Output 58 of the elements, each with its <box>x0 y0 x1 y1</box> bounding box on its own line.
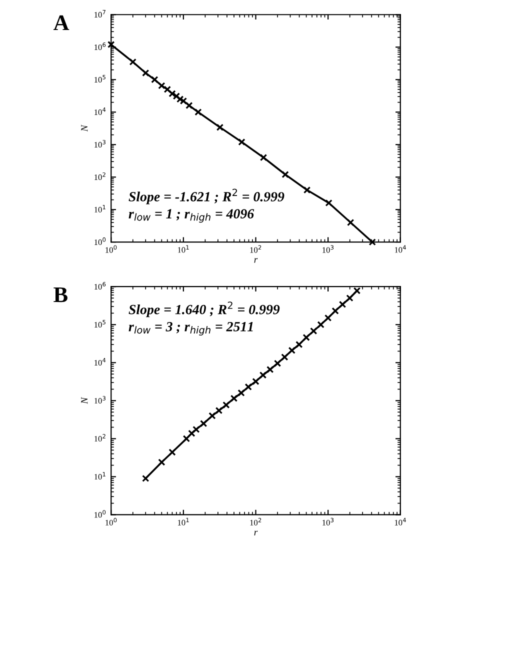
y-tick-label: 10$^{6}$ <box>94 282 106 290</box>
y-tick-label: 10$^{6}$ <box>94 42 106 50</box>
point <box>274 360 282 367</box>
x-tick-label: 10$^{4}$ <box>394 518 406 526</box>
x-tick-label: 10$^{0}$ <box>106 245 117 253</box>
point <box>244 383 252 391</box>
y-tick-label: 10$^{3}$ <box>94 396 106 404</box>
point <box>208 412 216 420</box>
y-tick-label: 10$^{1}$ <box>94 204 106 212</box>
y-tick-label: 10$^{0}$ <box>94 510 106 518</box>
y-tick-label: 10$^{7}$ <box>94 10 106 18</box>
x-axis-title: r <box>254 258 258 263</box>
point <box>259 372 267 379</box>
point <box>252 378 260 386</box>
annotation: r$_{low}$ = 1 ; r$_{high}$ = 4096 <box>128 209 254 223</box>
point <box>230 394 238 402</box>
x-tick-label: 10$^{3}$ <box>322 518 334 526</box>
x-tick-label: 10$^{3}$ <box>322 245 334 253</box>
x-tick-label: 10$^{1}$ <box>178 518 189 526</box>
point <box>192 426 200 434</box>
x-tick-label: 10$^{2}$ <box>250 518 262 526</box>
annotation: Slope = 1.640 ; R$^{2}$ = 0.999 <box>128 302 280 318</box>
point <box>346 294 354 302</box>
annotation: r$_{low}$ = 3 ; r$_{high}$ = 2511 <box>128 322 253 336</box>
point <box>338 300 346 308</box>
x-tick-label: 10$^{0}$ <box>106 518 117 526</box>
y-tick-label: 10$^{4}$ <box>94 108 106 116</box>
point <box>215 406 223 414</box>
point <box>353 287 361 294</box>
y-tick-label: 10$^{1}$ <box>94 472 106 480</box>
point <box>200 420 208 428</box>
y-tick-label: 10$^{4}$ <box>94 358 106 366</box>
point <box>296 340 303 348</box>
y-tick-label: 10$^{5}$ <box>94 75 106 83</box>
y-tick-label: 10$^{2}$ <box>94 434 106 442</box>
chart-title: A <box>53 15 70 30</box>
x-tick-label: 10$^{1}$ <box>178 245 189 253</box>
point <box>238 389 245 397</box>
chart-title: B <box>54 287 68 302</box>
point <box>288 346 296 354</box>
point <box>324 314 332 322</box>
x-axis-title: r <box>254 530 258 536</box>
x-tick-label: 10$^{2}$ <box>250 245 262 253</box>
point <box>302 334 310 342</box>
annotation: Slope = -1.621 ; R$^{2}$ = 0.999 <box>128 188 284 204</box>
point <box>317 321 324 328</box>
y-tick-label: 10$^{2}$ <box>94 172 106 180</box>
point <box>281 353 288 361</box>
y-tick-label: 10$^{5}$ <box>94 320 106 328</box>
point <box>222 401 230 409</box>
point <box>332 307 339 314</box>
y-tick-label: 10$^{3}$ <box>94 140 106 148</box>
y-axis-title: N <box>81 124 88 132</box>
point <box>266 366 274 374</box>
y-axis-title: N <box>81 396 88 404</box>
x-tick-label: 10$^{4}$ <box>394 245 406 253</box>
point <box>310 327 318 335</box>
y-tick-label: 10$^{0}$ <box>94 237 106 246</box>
